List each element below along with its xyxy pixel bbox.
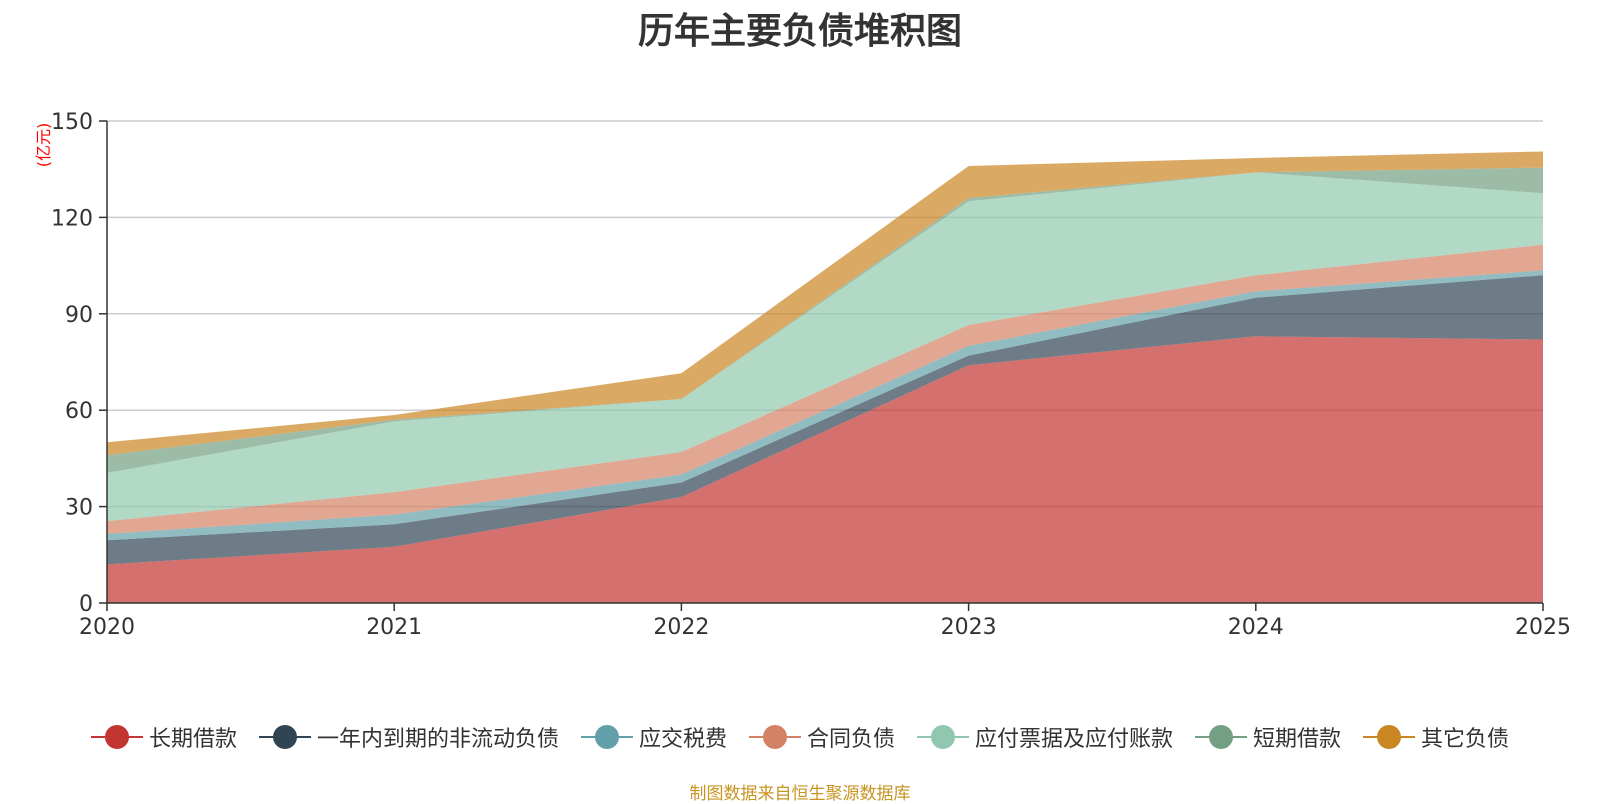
legend-item-1[interactable]: 长期借款 (90, 721, 237, 753)
legend-label: 应付票据及应付账款 (975, 727, 1174, 752)
legend-label: 长期借款 (148, 727, 237, 752)
legend-label: 合同负债 (806, 727, 895, 752)
legend-label: 应交税费 (638, 727, 727, 752)
legend-marker-icon (258, 722, 311, 752)
y-unit-label: (亿元) (34, 123, 53, 168)
legend-item-4[interactable]: 合同负债 (748, 721, 895, 753)
y-tick-label: 60 (65, 399, 93, 424)
area-series (107, 151, 1543, 603)
legend-marker-icon (580, 722, 633, 752)
area-series-5[interactable] (107, 172, 1543, 522)
legend-label: 短期借款 (1253, 727, 1342, 752)
data-source-note: 制图数据来自恒生聚源数据库 (689, 784, 911, 804)
stacked-area-chart: 0 30 60 90 120 150 2020 2021 2022 2023 2024 2025 (亿… (34, 110, 1571, 640)
legend-label: 一年内到期的非流动负债 (316, 727, 559, 752)
legend-item-5[interactable]: 应付票据及应付账款 (917, 721, 1173, 753)
legend-marker-icon (90, 722, 143, 752)
legend-item-2[interactable]: 一年内到期的非流动负债 (258, 721, 559, 753)
legend-marker-icon (1195, 722, 1248, 752)
y-tick-label: 150 (51, 110, 93, 135)
legend: 长期借款 一年内到期的非流动负债 应交税费 合同负债 应付票据及应付账款 短期借款 其它负债 (0, 720, 1600, 754)
legend-item-7[interactable]: 其它负债 (1363, 721, 1509, 753)
x-tick-label: 2023 (941, 615, 997, 640)
y-tick-label: 120 (51, 206, 93, 231)
legend-marker-icon (1363, 722, 1416, 752)
axes: 0 30 60 90 120 150 2020 2021 2022 2023 2024 2025 (51, 110, 1571, 640)
area-series-1[interactable] (107, 336, 1543, 603)
area-series-6[interactable] (107, 167, 1543, 473)
area-series-2[interactable] (107, 275, 1543, 565)
y-tick-label: 0 (79, 592, 93, 617)
x-tick-label: 2024 (1228, 615, 1284, 640)
legend-label: 其它负债 (1421, 727, 1510, 752)
x-tick-label: 2020 (79, 615, 135, 640)
x-tick-label: 2021 (366, 615, 422, 640)
legend-marker-icon (748, 722, 801, 752)
legend-item-3[interactable]: 应交税费 (580, 721, 727, 753)
chart-title: 历年主要负债堆积图 (637, 11, 962, 52)
x-tick-label: 2025 (1515, 615, 1571, 640)
x-tick-label: 2022 (653, 615, 709, 640)
legend-marker-icon (917, 722, 969, 752)
y-tick-label: 90 (65, 303, 93, 328)
legend-item-6[interactable]: 短期借款 (1195, 721, 1341, 753)
area-series-4[interactable] (107, 244, 1543, 534)
y-tick-label: 30 (65, 496, 93, 521)
